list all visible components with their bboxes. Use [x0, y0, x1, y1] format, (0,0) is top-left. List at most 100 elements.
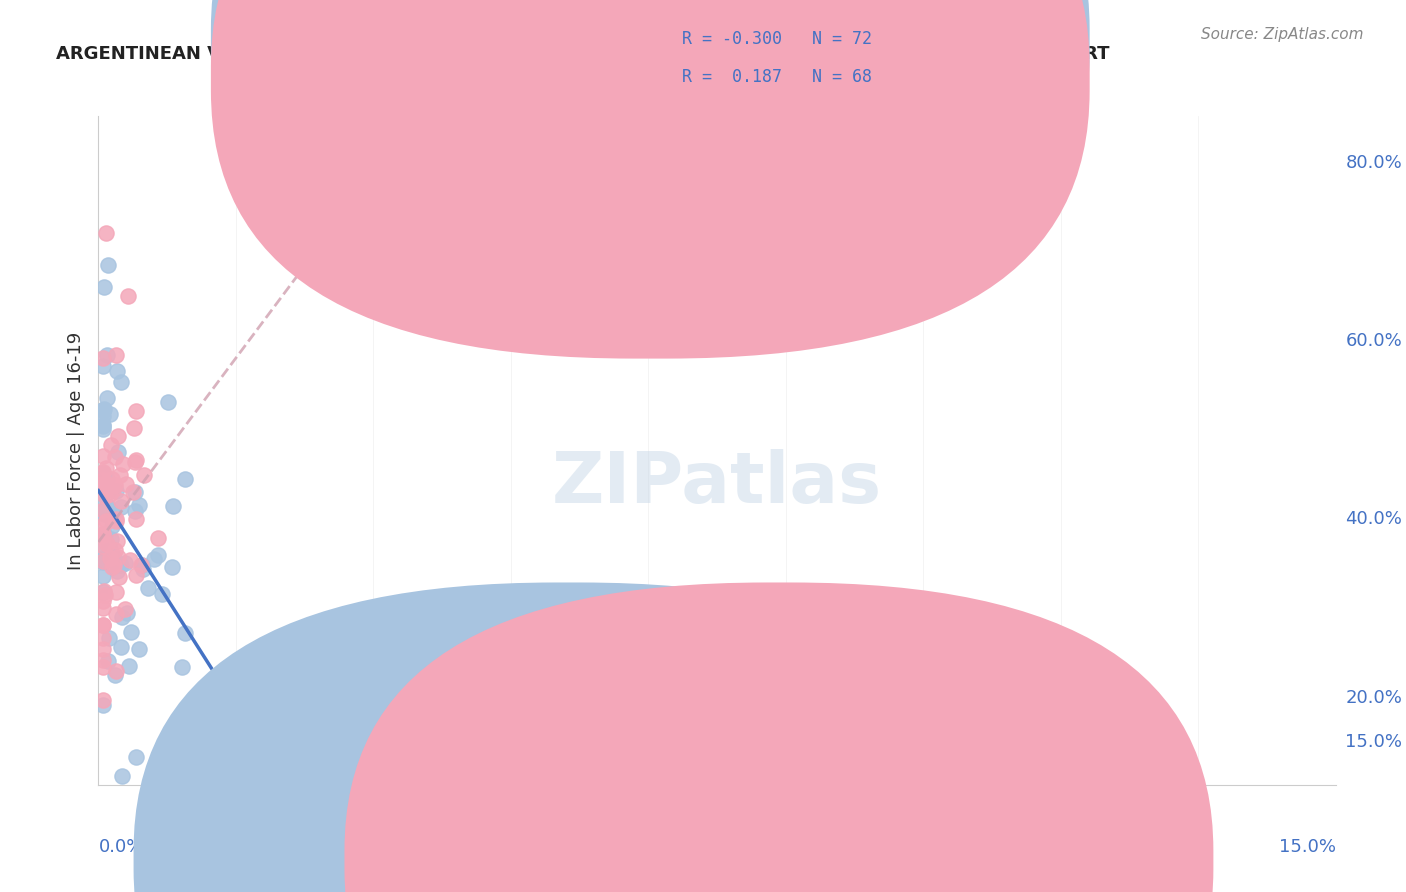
Point [136, 581, 159, 595]
Point [96, 461, 118, 475]
Point [96, 391, 118, 405]
Point [110, 494, 132, 508]
Point [91, 473, 114, 487]
Point [91, 600, 114, 615]
Point [93, 507, 115, 521]
Point [91, 402, 114, 417]
Point [101, 549, 124, 563]
Point [124, 455, 146, 469]
Point [128, 498, 150, 512]
Point [125, 567, 148, 582]
Point [93, 585, 115, 599]
Point [93, 569, 115, 583]
Point [93, 527, 115, 541]
Point [105, 483, 128, 498]
Text: ARGENTINEAN VS IMMIGRANTS FROM SIERRA LEONE IN LABOR FORCE | AGE 16-19 CORRELATI: ARGENTINEAN VS IMMIGRANTS FROM SIERRA LE… [56, 45, 1109, 62]
Point [91, 502, 114, 516]
Point [91, 632, 114, 646]
Point [125, 512, 148, 526]
Point [128, 642, 150, 657]
Point [105, 664, 128, 678]
Point [94, 514, 117, 528]
Point [91, 476, 114, 491]
Point [91, 419, 114, 434]
Point [97, 258, 120, 272]
Point [124, 420, 146, 434]
Point [98, 407, 121, 421]
Point [111, 769, 134, 783]
Point [105, 348, 128, 362]
Point [91, 554, 114, 568]
Point [91, 359, 114, 373]
Point [94, 588, 117, 602]
Point [104, 450, 127, 465]
Point [146, 548, 169, 562]
Point [110, 375, 132, 389]
Point [105, 607, 128, 622]
Point [104, 668, 127, 682]
Point [101, 519, 124, 533]
Text: Immigrants from Sierra Leone: Immigrants from Sierra Leone [796, 851, 1045, 869]
Point [124, 484, 146, 499]
Point [131, 562, 153, 576]
Y-axis label: In Labor Force | Age 16-19: In Labor Force | Age 16-19 [66, 331, 84, 570]
Point [96, 500, 118, 514]
Point [112, 457, 135, 471]
Point [91, 479, 114, 493]
Text: ZIPatlas: ZIPatlas [553, 450, 882, 518]
Point [93, 584, 115, 599]
Point [91, 465, 114, 479]
Point [114, 602, 136, 616]
Point [93, 467, 115, 481]
Point [91, 554, 114, 568]
Point [91, 403, 114, 417]
Point [174, 472, 197, 486]
Point [91, 641, 114, 656]
Point [107, 550, 129, 565]
Text: Argentineans: Argentineans [585, 851, 696, 869]
Point [156, 395, 179, 409]
Point [101, 478, 124, 492]
Point [101, 472, 124, 486]
Text: □  Argentineans: □ Argentineans [550, 847, 688, 865]
Point [91, 652, 114, 666]
Point [94, 481, 117, 495]
Point [115, 606, 138, 620]
Point [91, 472, 114, 486]
Point [91, 660, 114, 674]
Point [108, 467, 131, 482]
Point [117, 288, 139, 302]
Point [91, 526, 114, 541]
Point [91, 551, 114, 566]
Point [91, 618, 114, 632]
Point [105, 564, 128, 578]
Point [100, 559, 122, 574]
Point [107, 445, 129, 459]
Point [107, 429, 129, 443]
Point [96, 348, 118, 362]
Point [104, 478, 127, 492]
Point [122, 485, 145, 500]
Text: Source: ZipAtlas.com: Source: ZipAtlas.com [1201, 27, 1364, 42]
Point [110, 558, 132, 572]
Point [91, 479, 114, 493]
Point [105, 364, 128, 378]
Point [94, 506, 117, 520]
Point [103, 508, 125, 522]
Point [105, 533, 128, 548]
Point [91, 409, 114, 423]
Point [173, 626, 195, 640]
Point [129, 558, 152, 572]
Point [104, 514, 127, 528]
Point [98, 550, 121, 565]
Point [110, 640, 132, 654]
Point [98, 631, 121, 645]
Point [118, 552, 141, 566]
Point [91, 351, 114, 365]
Text: R =  0.187   N = 68: R = 0.187 N = 68 [682, 68, 872, 86]
Point [94, 489, 117, 503]
Point [91, 555, 114, 569]
Point [91, 468, 114, 483]
Text: 15.0%: 15.0% [1278, 838, 1336, 856]
Point [91, 594, 114, 608]
